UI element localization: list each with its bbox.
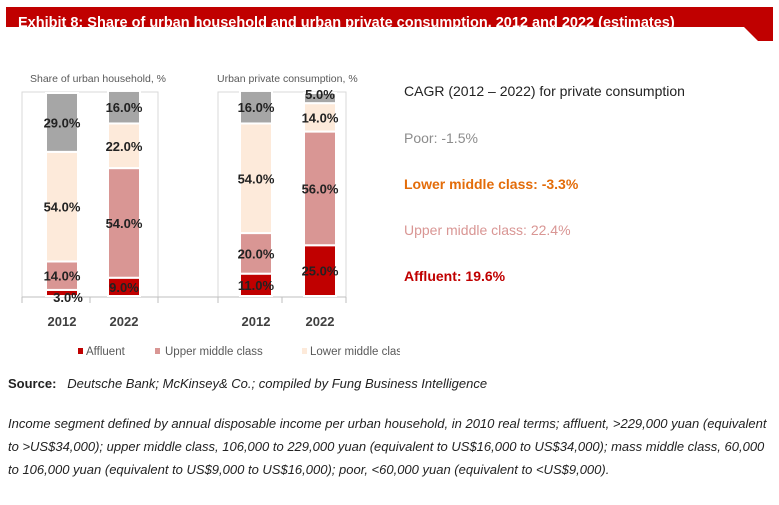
source-line: Source: Deutsche Bank; McKinsey& Co.; co… — [8, 376, 487, 391]
category-label-p0-c1: 2022 — [110, 314, 139, 329]
exhibit-title: Exhibit 8: Share of urban household and … — [18, 15, 675, 31]
cagr-title: CAGR (2012 – 2022) for private consumpti… — [404, 83, 685, 99]
legend-label-0: Affluent — [86, 346, 126, 358]
data-label-p0-c1-s1: 54.0% — [106, 216, 143, 231]
category-label-p0-c0: 2012 — [48, 314, 77, 329]
cagr-upper-middle-class: Upper middle class: 22.4% — [404, 222, 571, 238]
cagr-lower-middle-class: Lower middle class: -3.3% — [404, 176, 579, 192]
data-label-p0-c1-s2: 22.0% — [106, 139, 143, 154]
exhibit-banner: Exhibit 8: Share of urban household and … — [6, 7, 773, 41]
legend-swatch-1 — [155, 348, 160, 354]
bar-segment-p1-c1-s2 — [303, 102, 337, 133]
data-label-p0-c0-s2: 54.0% — [44, 200, 81, 215]
panel-title-0: Share of urban household, % — [30, 73, 166, 85]
bar-segment-p1-c0-s2 — [239, 122, 273, 235]
data-label-p1-c0-s3: 16.0% — [238, 100, 275, 115]
banner-shape — [6, 7, 773, 41]
data-label-p0-c1-s0: 9.0% — [109, 280, 139, 295]
data-label-p1-c1-s3: 5.0% — [305, 87, 335, 102]
bar-segment-p0-c1-s1 — [107, 167, 141, 279]
legend-swatch-0 — [78, 348, 83, 354]
bar-segment-p0-c0-s2 — [45, 150, 79, 263]
data-label-p0-c1-s3: 16.0% — [106, 100, 143, 115]
data-label-p0-c0-s1: 14.0% — [44, 269, 81, 284]
data-label-p1-c0-s1: 20.0% — [238, 246, 275, 261]
category-label-p1-c0: 2012 — [242, 314, 271, 329]
legend-swatch-2 — [302, 348, 307, 354]
cagr-affluent: Affluent: 19.6% — [404, 268, 506, 284]
data-label-p0-c0-s0: 3.0% — [53, 290, 83, 305]
data-label-p0-c0-s3: 29.0% — [44, 115, 81, 130]
bar-segment-p1-c1-s3 — [303, 92, 337, 105]
panel-title-1: Urban private consumption, % — [217, 73, 358, 85]
data-label-p1-c1-s1: 56.0% — [302, 181, 339, 196]
source-label: Source: — [8, 376, 57, 391]
legend-label-1: Upper middle class — [165, 346, 263, 358]
data-label-p1-c0-s2: 54.0% — [238, 171, 275, 186]
data-label-p1-c0-s0: 11.0% — [238, 278, 275, 293]
stacked-bar-chart: Share of urban household, % 3.0% 14.0% 54.0… — [21, 73, 400, 358]
category-label-p1-c1: 2022 — [306, 314, 335, 329]
source-text: Deutsche Bank; McKinsey& Co.; compiled b… — [67, 376, 488, 391]
bar-segment-p0-c1-s3 — [107, 89, 141, 125]
footnote: Income segment defined by annual disposa… — [8, 416, 767, 477]
cagr-poor: Poor: -1.5% — [404, 130, 478, 146]
data-label-p1-c1-s0: 25.0% — [302, 264, 339, 279]
data-label-p1-c1-s2: 14.0% — [302, 110, 339, 125]
bar-segment-p0-c0-s3 — [45, 92, 79, 153]
legend-label-2: Lower middle class — [310, 346, 400, 358]
bar-segment-p1-c0-s1 — [239, 232, 273, 275]
bar-segment-p1-c0-s3 — [239, 89, 273, 125]
